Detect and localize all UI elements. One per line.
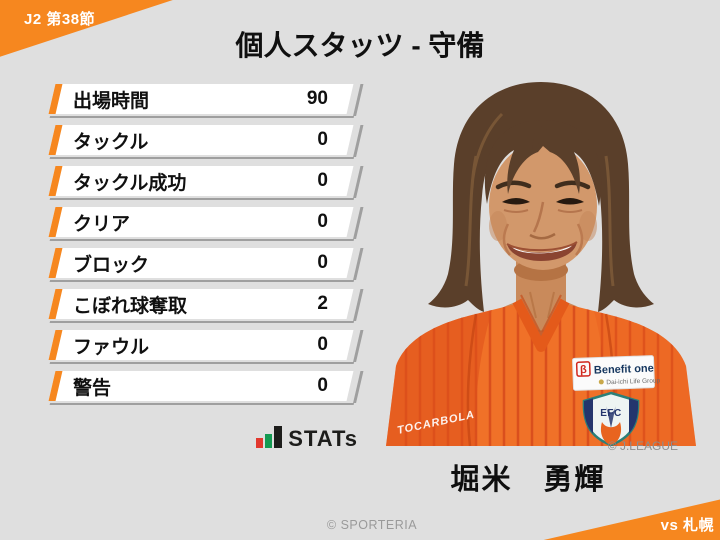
eyebrow [495, 180, 532, 190]
row-slash-accent [353, 330, 364, 362]
stat-label: クリア [73, 213, 131, 235]
row-underline [49, 198, 355, 200]
row-underline [49, 116, 355, 118]
row-underline [49, 280, 355, 282]
row-underline [49, 157, 355, 159]
table-row: こぼれ球奪取 2 [48, 289, 364, 323]
eyebrow [554, 180, 591, 190]
row-slash-accent [353, 371, 364, 403]
row-underline [49, 321, 355, 323]
sponsor-patch: β Benefit one Dai-ichi Life Group [572, 355, 661, 391]
hair-fringe [484, 120, 602, 206]
row-slash-accent [353, 84, 364, 116]
stat-label: こぼれ球奪取 [73, 295, 188, 317]
table-row: ファウル 0 [48, 330, 364, 364]
v-neck-collar [512, 298, 570, 352]
eye [556, 198, 584, 205]
stat-value: 2 [317, 293, 328, 314]
stat-label: タックル [73, 131, 149, 153]
stat-value: 0 [317, 170, 328, 191]
sponsor-name: Benefit one [594, 363, 654, 377]
row-slash-accent [353, 166, 364, 198]
row-slash-accent [353, 289, 364, 321]
table-row: タックル 0 [48, 125, 364, 159]
page-title: 個人スタッツ - 守備 [235, 30, 485, 61]
stats-brand-logo: STATs [52, 423, 358, 450]
row-slash-accent [353, 248, 364, 280]
round-badge: J2 第38節 [24, 11, 96, 28]
nose [532, 201, 545, 233]
table-row: タックル成功 0 [48, 166, 364, 200]
stat-label: 出場時間 [73, 90, 150, 112]
player-name: 堀米 勇輝 [450, 464, 606, 496]
site-credit: © SPORTERIA [326, 518, 418, 532]
stat-value: 0 [317, 211, 328, 232]
row-underline [49, 239, 355, 241]
hair [428, 82, 654, 312]
crest-initials: EFC [600, 408, 622, 419]
row-slash-accent [353, 125, 364, 157]
row-underline [49, 403, 355, 405]
row-underline [49, 362, 355, 364]
sponsor-logo-icon: β [580, 364, 587, 376]
table-row: クリア 0 [48, 207, 364, 241]
row-slash-accent [353, 207, 364, 239]
club-crest: EFC [582, 391, 640, 446]
stats-brand-label: STATs [288, 426, 358, 451]
stat-label: タックル成功 [73, 172, 187, 194]
player-photo: TOCARBOLA β Benefit one Dai-ichi Life Gr… [386, 82, 696, 446]
stat-label: ブロック [73, 254, 150, 276]
photo-credit: © J.LEAGUE [607, 439, 678, 453]
face [489, 142, 597, 270]
table-row: 警告 0 [48, 371, 364, 405]
table-row: 出場時間 90 [48, 84, 364, 118]
stat-value: 0 [317, 375, 328, 396]
stat-value: 0 [317, 252, 328, 273]
sponsor-subtext: Dai-ichi Life Group [606, 377, 660, 386]
smiling-mouth [506, 241, 578, 262]
stats-table: 出場時間 90 タックル 0 タックル成功 0 [48, 84, 364, 412]
eye [502, 198, 530, 205]
stat-value: 90 [306, 88, 328, 109]
stat-label: ファウル [73, 336, 150, 358]
stat-label: 警告 [73, 377, 112, 399]
stat-value: 0 [317, 129, 328, 150]
stat-value: 0 [317, 334, 328, 355]
table-row: ブロック 0 [48, 248, 364, 282]
bar-chart-icon [256, 426, 283, 450]
opponent-badge: vs 札幌 [660, 517, 714, 534]
